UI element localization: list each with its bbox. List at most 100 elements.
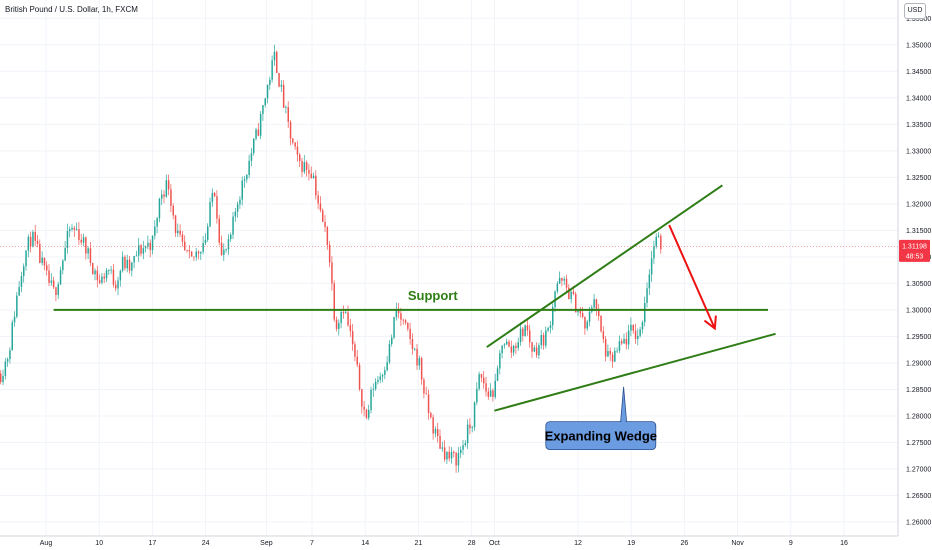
candle-body: [609, 350, 611, 355]
candle-body: [128, 259, 131, 271]
price-tick-label: 1.28000: [906, 413, 931, 420]
currency-button[interactable]: USD: [904, 3, 926, 19]
candle-body: [506, 341, 508, 345]
candle-body: [538, 345, 540, 356]
candle-body: [363, 406, 365, 410]
candle-body: [512, 345, 515, 353]
candle-body: [200, 251, 202, 254]
candle-body: [340, 312, 342, 323]
candle-body: [519, 328, 522, 343]
candle-body: [581, 313, 584, 317]
candle-body: [365, 409, 368, 418]
candle-body: [540, 335, 542, 346]
candle-body: [347, 312, 349, 326]
candle-body: [6, 359, 9, 362]
candle-body: [20, 276, 23, 287]
candle-body: [269, 79, 271, 85]
candle-body: [140, 245, 142, 254]
candle-body: [25, 250, 27, 267]
candle-body: [266, 84, 269, 99]
candle-body: [602, 331, 605, 339]
candle-body: [167, 180, 170, 190]
candle-body: [188, 250, 191, 252]
candle-body: [402, 319, 404, 321]
candle-body: [78, 229, 80, 240]
candle-body: [384, 370, 386, 375]
candle-body: [115, 284, 117, 289]
candle-body: [147, 242, 149, 247]
candle-body: [508, 341, 510, 347]
candle-body: [59, 270, 62, 285]
candle-body: [308, 169, 310, 174]
candle-body: [448, 451, 450, 459]
candle-body: [324, 221, 326, 228]
candle-body: [653, 246, 655, 259]
candle-body: [292, 138, 294, 143]
candle-body: [179, 230, 181, 235]
price-tick-label: 1.34000: [906, 95, 931, 102]
candle-body: [584, 316, 586, 329]
price-tick-label: 1.32500: [906, 175, 931, 182]
time-tick-label: 9: [789, 540, 793, 547]
candle-body: [69, 229, 71, 232]
candle-body: [36, 240, 39, 244]
candle-body: [50, 280, 53, 283]
candle-body: [471, 427, 473, 429]
candle-body: [195, 251, 197, 258]
candle-body: [437, 429, 439, 436]
candle-body: [110, 269, 112, 271]
price-badge: [899, 239, 930, 262]
candle-body: [423, 379, 425, 394]
candle-body: [600, 315, 602, 332]
candle-body: [455, 452, 457, 466]
candle-body: [282, 84, 285, 108]
price-tick-label: 1.32000: [906, 201, 931, 208]
candle-body: [124, 256, 126, 269]
candle-body: [356, 356, 358, 365]
candle-body: [434, 429, 437, 434]
candle-body: [473, 402, 476, 428]
candle-body: [174, 215, 177, 234]
candle-body: [225, 249, 227, 251]
time-tick-label: Nov: [731, 540, 744, 547]
candle-body: [202, 242, 204, 252]
candle-body: [18, 286, 20, 296]
candle-body: [117, 280, 119, 289]
candle-body: [416, 348, 418, 366]
candle-body: [478, 374, 480, 389]
callout-label: Expanding Wedge: [545, 429, 657, 444]
candle-body: [57, 284, 59, 295]
time-tick-label: 24: [202, 540, 210, 547]
candle-body: [326, 227, 329, 245]
candle-body: [354, 344, 356, 357]
candle-body: [381, 374, 384, 377]
candle-body: [223, 249, 225, 256]
candle-body: [393, 317, 395, 338]
candle-body: [632, 324, 634, 331]
candle-body: [243, 179, 246, 181]
candle-body: [32, 231, 34, 247]
candle-body: [627, 330, 630, 345]
chart-title: British Pound / U.S. Dollar, 1h, FXCM: [5, 5, 138, 14]
candle-body: [618, 341, 621, 351]
candle-body: [220, 242, 223, 256]
wedge-trendline: [494, 332, 776, 412]
callout-pointer: [620, 386, 628, 423]
candle-body: [299, 154, 301, 162]
candle-body: [246, 174, 248, 180]
price-tick-label: 1.29000: [906, 360, 931, 367]
price-tick-label: 1.33500: [906, 122, 931, 129]
candle-body: [450, 451, 453, 459]
time-tick-label: Sep: [260, 540, 273, 547]
candle-body: [89, 248, 92, 263]
candle-body: [335, 319, 338, 329]
candle-body: [98, 280, 101, 283]
candle-body: [289, 121, 292, 139]
candle-body: [552, 307, 554, 326]
candle-body: [614, 350, 616, 362]
callout-box: [545, 421, 657, 451]
candle-body: [126, 259, 128, 269]
candle-body: [230, 234, 232, 240]
candle-body: [545, 330, 547, 346]
